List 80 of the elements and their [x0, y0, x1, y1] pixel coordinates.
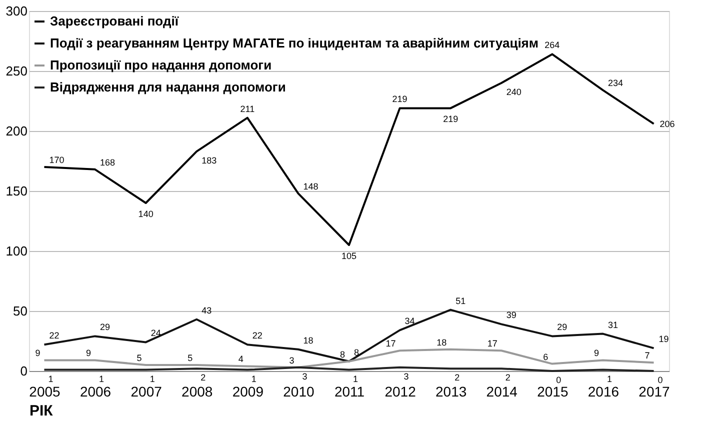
x-tick-label: 2016 — [588, 384, 620, 400]
data-label: 18 — [303, 335, 314, 346]
data-label: 8 — [340, 349, 345, 360]
data-label: 219 — [443, 114, 458, 124]
x-tick-label: 2015 — [537, 384, 568, 400]
data-label: 2 — [200, 372, 206, 383]
x-tick-label: 2006 — [80, 384, 112, 400]
data-label: 2 — [505, 372, 510, 383]
data-label: 1 — [606, 374, 612, 384]
y-tick-label: 150 — [6, 184, 28, 198]
y-tick-label: 50 — [13, 304, 28, 318]
data-label: 9 — [594, 348, 599, 358]
line-series — [43, 308, 655, 362]
data-label: 264 — [544, 40, 560, 50]
data-label: 140 — [138, 209, 154, 219]
y-tick-label: 200 — [6, 124, 28, 138]
data-label: 5 — [136, 353, 142, 363]
data-label: 5 — [188, 353, 193, 363]
x-tick-label: 2009 — [232, 384, 264, 400]
data-label: 22 — [252, 330, 262, 341]
data-label: 0 — [556, 375, 562, 385]
data-label: 0 — [658, 375, 663, 385]
y-tick-label: 250 — [6, 64, 28, 78]
data-label: 9 — [35, 348, 40, 358]
x-tick-label: 2011 — [334, 384, 365, 400]
legend-label: Події з реагуванням Центру МАГАТЕ по інцидентам та аварійним ситуаціям — [50, 36, 539, 50]
x-tick-label: 2013 — [436, 384, 467, 400]
x-tick-label: 2007 — [130, 384, 162, 400]
data-label: 1 — [48, 374, 54, 384]
data-label: 43 — [202, 305, 212, 316]
data-label: 105 — [341, 251, 357, 261]
data-label: 17 — [386, 338, 396, 349]
data-label: 3 — [289, 355, 294, 366]
data-label: 1 — [99, 374, 104, 384]
data-label: 24 — [150, 328, 161, 338]
data-label: 3 — [404, 371, 409, 382]
data-label: 8 — [354, 347, 360, 358]
legend-label: Зареєстровані події — [50, 14, 179, 28]
data-label: 22 — [49, 330, 60, 341]
x-tick-label: 2005 — [29, 384, 61, 400]
x-tick-label: 2014 — [486, 384, 518, 400]
data-label: 39 — [506, 310, 516, 320]
legend-label: Відрядження для надання допомоги — [50, 80, 286, 94]
x-tick-label: 2012 — [384, 384, 416, 400]
data-label: 34 — [404, 316, 415, 326]
data-label: 1 — [353, 374, 358, 384]
data-label: 18 — [436, 337, 447, 348]
x-tick-label: 2010 — [283, 384, 314, 400]
x-axis-title: РІК — [30, 402, 54, 420]
data-label: 9 — [86, 348, 92, 358]
data-label: 1 — [150, 374, 155, 384]
data-label: 240 — [506, 87, 522, 97]
data-label: 6 — [543, 352, 548, 362]
data-label: 29 — [100, 322, 110, 332]
y-tick-label: 0 — [20, 364, 28, 378]
data-label: 1 — [251, 374, 256, 384]
data-label: 2 — [454, 372, 460, 383]
x-tick-label: 2017 — [638, 384, 670, 400]
legend-label: Пропозиції про надання допомоги — [50, 58, 272, 72]
data-label: 183 — [202, 155, 217, 166]
x-tick-label: 2008 — [182, 384, 213, 400]
data-label: 51 — [456, 296, 466, 306]
data-label: 7 — [644, 350, 650, 361]
data-label: 206 — [660, 118, 675, 129]
line-series — [43, 348, 655, 368]
data-label: 219 — [392, 94, 408, 104]
data-label: 168 — [100, 157, 116, 168]
data-label: 148 — [303, 181, 318, 192]
data-label: 4 — [238, 354, 244, 364]
data-label: 31 — [608, 320, 618, 330]
y-tick-label: 100 — [6, 244, 28, 258]
data-label: 170 — [49, 155, 64, 165]
data-label: 19 — [658, 334, 669, 344]
y-tick-label: 300 — [6, 4, 28, 18]
data-label: 29 — [557, 322, 568, 332]
data-label: 17 — [487, 338, 498, 349]
data-label: 3 — [302, 371, 308, 382]
data-label: 234 — [608, 78, 623, 88]
line-series — [43, 53, 655, 246]
data-label: 211 — [240, 104, 255, 114]
